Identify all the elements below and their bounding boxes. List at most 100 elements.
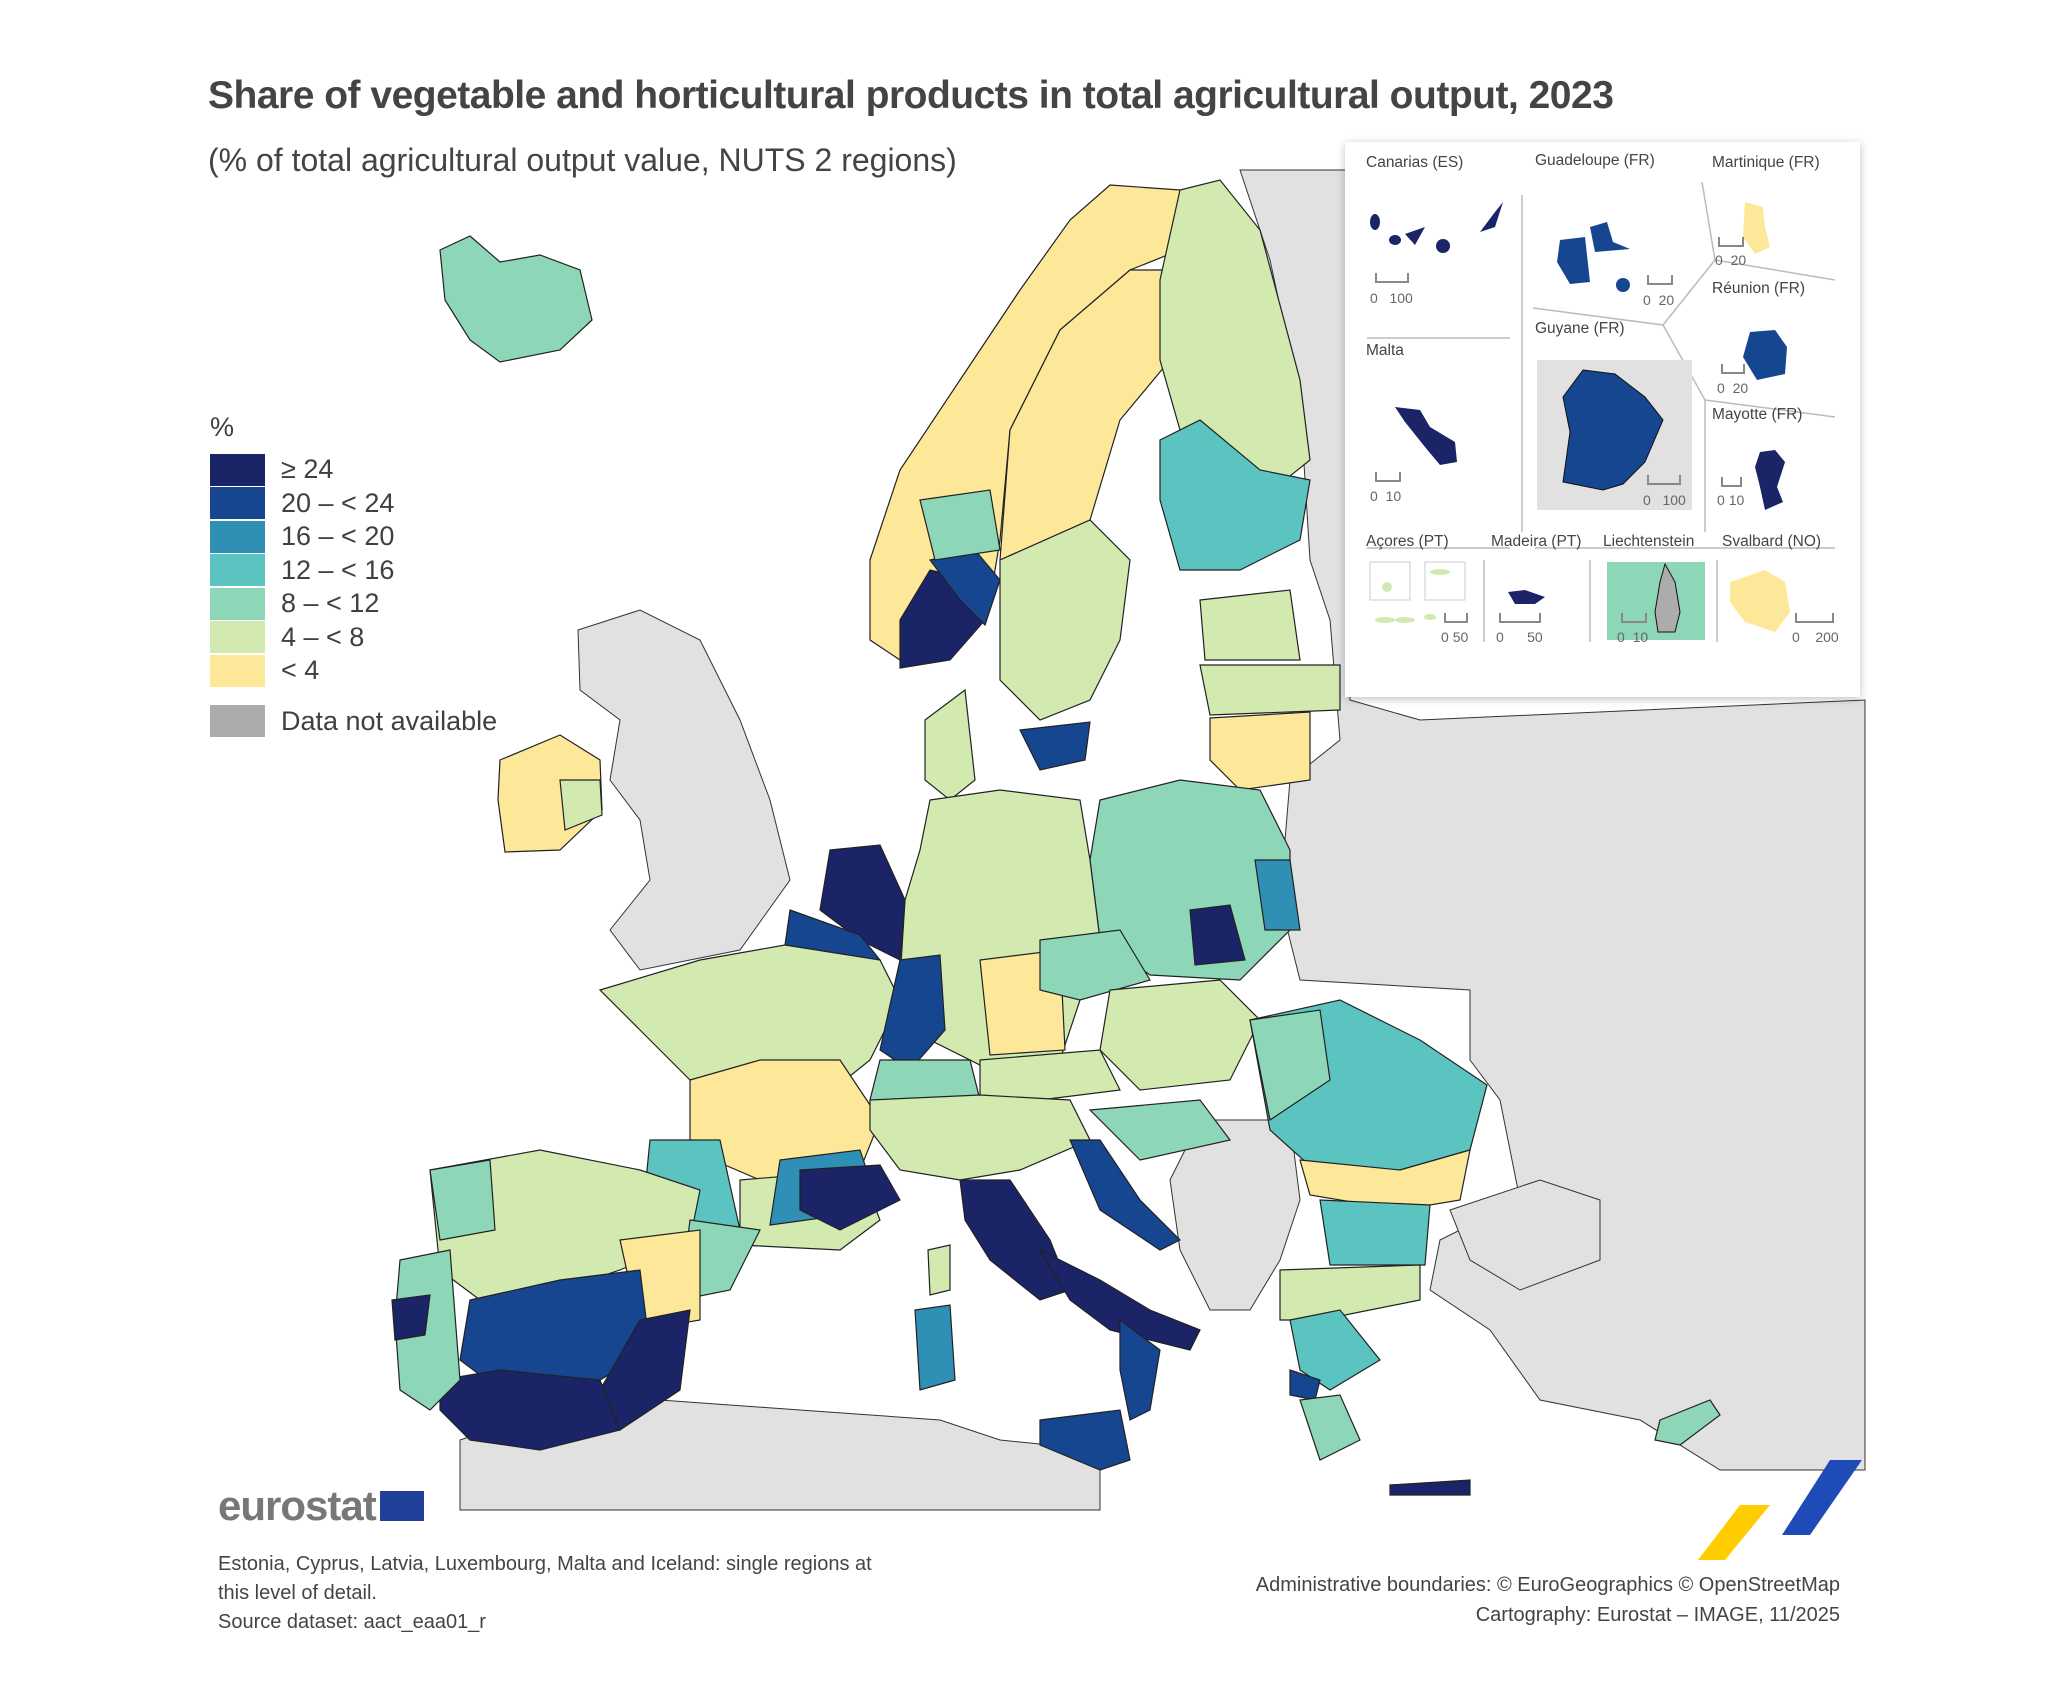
region-sweden-south (1019, 721, 1091, 771)
legend-item: 8 – < 12 (210, 587, 497, 621)
region-italy-liguria (799, 1164, 901, 1231)
inset-acores-map (1369, 561, 1466, 623)
scale-label: 0 20 (1717, 380, 1749, 396)
inset-label-liechtenstein: Liechtenstein (1603, 533, 1695, 550)
scale-bar (1721, 477, 1742, 487)
eu-regions (391, 179, 1721, 1496)
scale-bar (1375, 472, 1401, 482)
region-sweden-middle (999, 519, 1131, 721)
region-bulgaria (1299, 1149, 1471, 1211)
boundaries-credit: Administrative boundaries: © EuroGeograp… (1255, 1574, 1840, 1596)
legend-label: 20 – < 24 (281, 487, 395, 518)
flag-ribbon (1698, 1460, 1862, 1560)
region-italy-south (1038, 1248, 1201, 1351)
region-italy-centre (959, 1179, 1071, 1301)
logo-text: eurostat (218, 1482, 377, 1529)
scale-bar (1375, 273, 1409, 283)
legend-swatch (210, 654, 265, 687)
inset-label-mayotte: Mayotte (FR) (1712, 406, 1803, 423)
region-corsica (927, 1244, 951, 1296)
region-italy-calabria (1119, 1318, 1161, 1421)
legend-label: < 4 (281, 655, 320, 686)
scale-label: 0 50 (1441, 629, 1469, 645)
region-romania-west (1249, 1009, 1331, 1121)
inset-label-martinique: Martinique (FR) (1712, 154, 1820, 171)
map-subtitle: (% of total agricultural output value, N… (208, 142, 957, 178)
inset-guyane-map (1537, 360, 1692, 510)
legend-item: 20 – < 24 (210, 487, 497, 521)
region-greece-north (1279, 1264, 1421, 1321)
region-sardinia (914, 1304, 956, 1391)
inset-reunion-map (1743, 330, 1787, 380)
legend-item: 16 – < 20 (210, 520, 497, 554)
inset-label-madeira: Madeira (PT) (1491, 533, 1582, 550)
inset-guadeloupe-map (1557, 222, 1630, 292)
inset-label-acores: Açores (PT) (1366, 533, 1449, 550)
inset-liechtenstein-map (1607, 562, 1705, 640)
region-austria (979, 1049, 1121, 1101)
region-denmark (924, 688, 976, 801)
source-dataset: Source dataset: aact_eaa01_r (218, 1611, 486, 1633)
inset-martinique-map (1743, 202, 1770, 254)
credits: Administrative boundaries: © EuroGeograp… (1256, 1570, 1840, 1630)
legend-item: ≥ 24 (210, 453, 497, 487)
legend-swatch (210, 520, 265, 553)
scale-bar (1647, 275, 1673, 285)
region-finland-north (1159, 179, 1311, 501)
legend-unit: % (210, 412, 235, 442)
legend-item-na: Data not available (210, 705, 497, 739)
legend-swatch (210, 621, 265, 654)
inset-label-guyane: Guyane (FR) (1535, 320, 1625, 337)
region-france-east (879, 954, 946, 1071)
region-slovenia-croatia (1088, 1099, 1232, 1161)
region-italy-north (869, 1094, 1091, 1181)
scale-label: 0 20 (1715, 252, 1747, 268)
region-latvia (1199, 664, 1341, 716)
scale-label: 0 100 (1370, 290, 1413, 306)
inset-maps (1367, 181, 1836, 642)
scale-label: 0 10 (1717, 492, 1745, 508)
scale-label: 0 10 (1370, 488, 1402, 504)
legend-label: ≥ 24 (281, 454, 334, 485)
region-crete (1389, 1479, 1471, 1496)
region-ireland-east (559, 779, 603, 831)
region-lithuania (1209, 711, 1311, 791)
legend-swatch (210, 587, 265, 620)
legend-label: 4 – < 8 (281, 621, 365, 652)
region-estonia (1199, 589, 1301, 661)
scale-label: 0 50 (1496, 629, 1543, 645)
legend: % ≥ 24 20 – < 24 16 – < 20 12 – < 16 8 –… (210, 412, 497, 738)
region-croatia-coast (1069, 1139, 1182, 1251)
region-lisbon (391, 1294, 431, 1341)
scale-label: 0 100 (1643, 492, 1686, 508)
inset-mayotte-map (1755, 450, 1785, 510)
region-iceland (439, 235, 593, 363)
inset-label-svalbard: Svalbard (NO) (1722, 533, 1822, 550)
scale-label: 0 200 (1792, 629, 1839, 645)
legend-swatch (210, 554, 265, 587)
note-line: Estonia, Cyprus, Latvia, Luxembourg, Mal… (218, 1553, 872, 1575)
legend-swatch (210, 453, 265, 486)
inset-label-canarias: Canarias (ES) (1366, 154, 1464, 171)
inset-malta-map (1395, 407, 1457, 465)
inset-label-guadeloupe: Guadeloupe (FR) (1535, 152, 1655, 169)
legend-label: 16 – < 20 (281, 521, 395, 552)
footnotes: Estonia, Cyprus, Latvia, Luxembourg, Mal… (218, 1550, 872, 1637)
region-finland-south (1159, 419, 1311, 571)
legend-label: 8 – < 12 (281, 588, 380, 619)
region-norway-west (919, 489, 1001, 561)
legend-swatch (210, 487, 265, 520)
legend-swatch (210, 705, 265, 738)
legend-label: Data not available (281, 705, 498, 736)
scale-bar (1621, 613, 1647, 623)
inset-canarias-map (1370, 202, 1503, 253)
region-andalusia (439, 1369, 621, 1451)
legend-item: 4 – < 8 (210, 621, 497, 655)
scale-bar (1718, 237, 1744, 247)
region-cyprus (1654, 1399, 1721, 1446)
inset-madeira-map (1508, 590, 1545, 604)
inset-panel: Canarias (ES) Guadeloupe (FR) Martinique… (1345, 142, 1860, 697)
region-peloponnese (1299, 1394, 1361, 1461)
legend-label: 12 – < 16 (281, 554, 395, 585)
region-galicia (429, 1159, 496, 1241)
